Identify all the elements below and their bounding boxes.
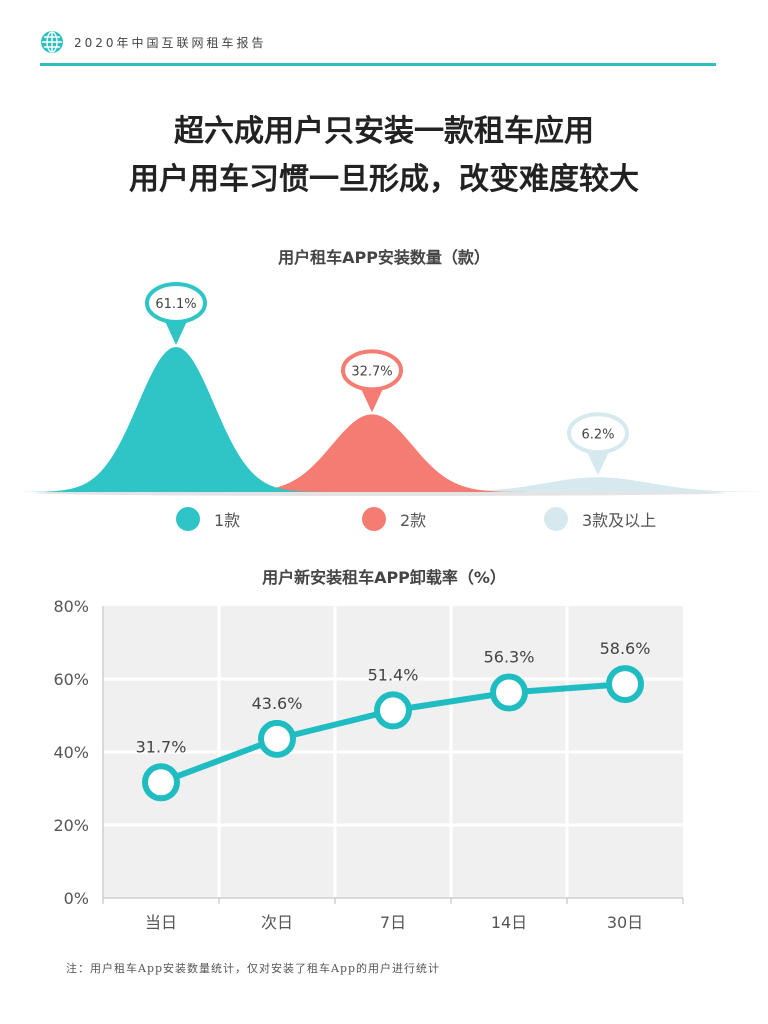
uninstall-rate-chart-title: 用户新安装租车APP卸载率（%）	[262, 568, 506, 587]
data-label-5: 58.6%	[600, 639, 651, 658]
y-tick-label: 40%	[53, 743, 89, 762]
footnote: 注：用户租车App安装数量统计，仅对安装了租车App的用户进行统计	[66, 962, 441, 975]
x-tick-label: 14日	[491, 913, 527, 932]
data-point-5	[606, 665, 644, 704]
x-tick-label: 30日	[607, 913, 643, 932]
install-count-chart: 61.1% 32.7% 6.2%	[24, 282, 768, 496]
report-header: 2020年中国互联网租车报告	[40, 28, 716, 66]
legend-label-1: 1款	[214, 511, 241, 530]
distribution-curve-2	[212, 414, 532, 492]
pin-label-3: 6.2%	[581, 427, 614, 442]
pin-bubble-1	[145, 282, 207, 324]
distribution-curve-3	[390, 477, 768, 492]
data-point-4	[490, 673, 528, 712]
data-point-2	[258, 719, 296, 758]
legend-item-1: 1款	[176, 506, 240, 532]
data-label-1: 31.7%	[136, 737, 187, 756]
page-headline: 超六成用户只安装一款租车应用 用户用车习惯一旦形成，改变难度较大	[0, 108, 768, 204]
report-title: 2020年中国互联网租车报告	[74, 36, 267, 50]
value-pin-3: 6.2%	[567, 412, 629, 476]
uninstall-rate-chart: 0% 20% 40% 60% 80% 当日 次日 7日 14日 30日 31.7% 43.6% 51.4…	[53, 597, 684, 932]
pin-pointer-1	[163, 317, 189, 345]
legend-item-2: 2款	[362, 506, 426, 532]
y-tick-label: 80%	[53, 597, 89, 616]
pin-bubble-3	[567, 412, 629, 455]
x-tick-label: 次日	[261, 913, 293, 932]
pin-bubble-2	[341, 349, 403, 392]
headline-line-1: 超六成用户只安装一款租车应用	[174, 114, 594, 149]
y-tick-label: 60%	[53, 670, 89, 689]
data-point-1	[142, 763, 180, 802]
x-tick-label: 7日	[380, 913, 406, 932]
globe-icon	[41, 31, 63, 53]
pin-label-1: 61.1%	[155, 297, 196, 312]
legend-item-3: 3款及以上	[544, 506, 656, 532]
legend-label-2: 2款	[400, 511, 427, 530]
install-count-chart-title: 用户租车APP安装数量（款）	[278, 248, 490, 267]
data-label-4: 56.3%	[484, 648, 535, 667]
data-point-3	[374, 691, 412, 730]
legend-label-3: 3款及以上	[582, 511, 657, 530]
data-label-3: 51.4%	[368, 665, 419, 684]
legend-swatch-2	[362, 507, 386, 531]
distribution-curve-1	[24, 347, 328, 492]
legend-swatch-1	[176, 507, 200, 531]
data-label-2: 43.6%	[252, 694, 303, 713]
pin-pointer-3	[585, 447, 611, 476]
value-pin-1: 61.1%	[145, 282, 207, 345]
headline-line-2: 用户用车习惯一旦形成，改变难度较大	[129, 162, 639, 197]
pin-pointer-2	[359, 384, 385, 413]
x-tick-label: 当日	[145, 913, 177, 932]
y-tick-label: 0%	[64, 889, 89, 908]
value-pin-2: 32.7%	[341, 349, 403, 413]
legend-swatch-3	[544, 507, 568, 531]
y-tick-label: 20%	[53, 816, 89, 835]
pin-label-2: 32.7%	[351, 364, 392, 379]
